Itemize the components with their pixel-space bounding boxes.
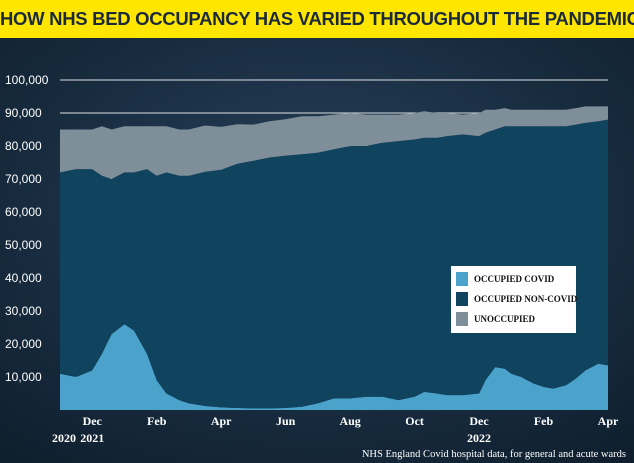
y-tick-label-9: 90,000 <box>5 106 42 120</box>
year-label-2: 2021 <box>80 431 104 445</box>
legend-entry-unoccupied-swatch <box>456 312 468 326</box>
x-tick-label-7: Dec <box>469 414 489 428</box>
y-tick-label-7: 70,000 <box>5 172 42 186</box>
x-tick-label-9: Apr <box>598 414 619 428</box>
x-tick-label-6: Oct <box>405 414 424 428</box>
y-tick-label-10: 100,000 <box>5 73 49 87</box>
year-label-3: 2022 <box>467 431 491 445</box>
source-note: NHS England Covid hospital data, for gen… <box>362 449 626 460</box>
y-tick-label-6: 60,000 <box>5 205 42 219</box>
legend-box <box>451 266 576 333</box>
x-tick-label-8: Feb <box>534 414 554 428</box>
year-label-1: 2020 <box>52 431 76 445</box>
legend-entry-occupied-non-covid-swatch <box>456 292 468 306</box>
legend-entry-occupied-covid-swatch <box>456 272 468 286</box>
page-title: HOW NHS BED OCCUPANCY HAS VARIED THROUGH… <box>0 8 634 29</box>
y-tick-label-5: 50,000 <box>5 238 42 252</box>
y-tick-label-3: 30,000 <box>5 304 42 318</box>
x-tick-label-5: Aug <box>339 414 360 428</box>
bed-occupancy-chart: 10,000 20,000 30,000 40,000 50,000 60,000 70,0… <box>0 38 634 463</box>
x-tick-label-1: Dec <box>83 414 103 428</box>
legend-entry-unoccupied-label: UNOCCUPIED <box>474 314 536 324</box>
y-tick-label-2: 20,000 <box>5 337 42 351</box>
y-tick-label-8: 80,000 <box>5 139 42 153</box>
legend-entry-occupied-covid-label: OCCUPIED COVID <box>474 274 555 284</box>
x-tick-label-4: Jun <box>276 414 296 428</box>
title-banner: HOW NHS BED OCCUPANCY HAS VARIED THROUGH… <box>0 0 634 38</box>
area-occupied-covid <box>60 324 608 410</box>
x-tick-label-2: Feb <box>147 414 167 428</box>
legend-entry-occupied-non-covid-label: OCCUPIED NON-COVID <box>474 294 578 304</box>
area-occupied-non-covid <box>60 119 608 409</box>
x-tick-label-3: Apr <box>211 414 232 428</box>
y-tick-label-1: 10,000 <box>5 370 42 384</box>
area-unoccupied <box>60 106 608 179</box>
y-tick-label-4: 40,000 <box>5 271 42 285</box>
